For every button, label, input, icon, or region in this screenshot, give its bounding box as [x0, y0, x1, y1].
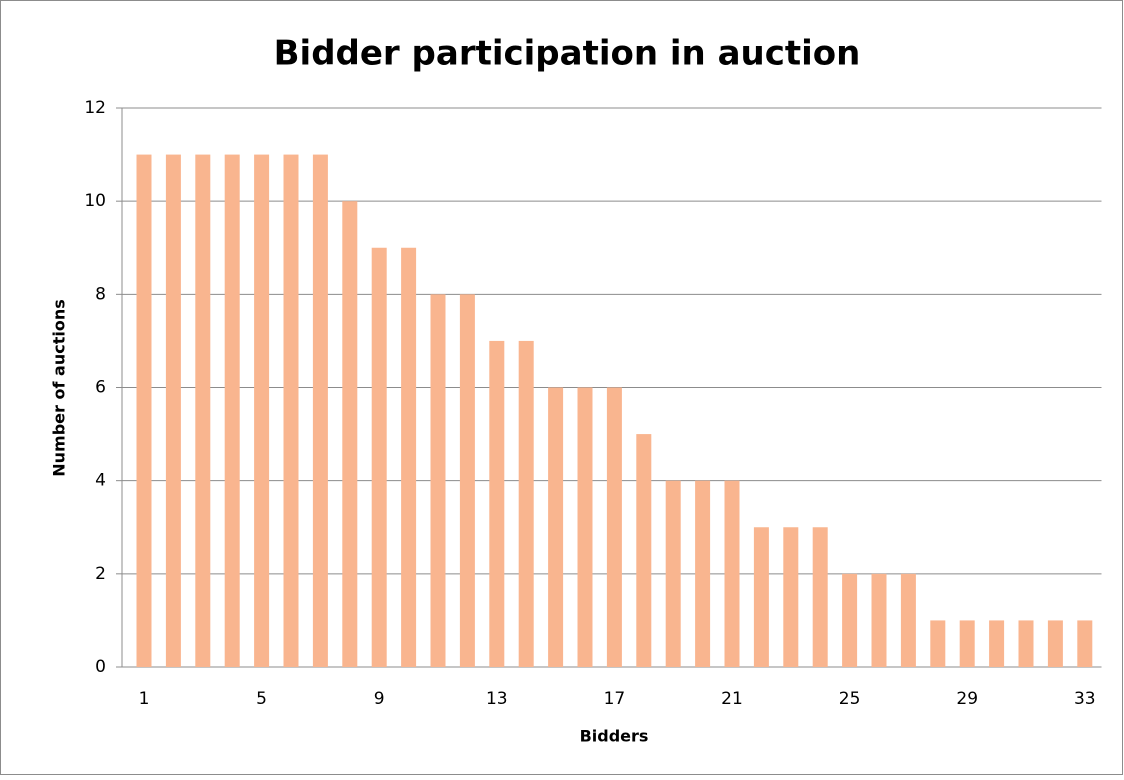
y-tick-label: 4 — [95, 471, 106, 491]
bar — [900, 573, 916, 667]
x-tick-label: 17 — [604, 689, 626, 709]
bar — [165, 154, 181, 668]
bar — [871, 573, 887, 667]
bar — [312, 154, 328, 668]
bar — [283, 154, 299, 668]
x-tick-label: 21 — [721, 689, 743, 709]
bar — [459, 294, 475, 667]
bar — [401, 247, 417, 667]
x-tick-label: 25 — [839, 689, 861, 709]
bar — [371, 247, 387, 667]
y-tick-label: 12 — [84, 98, 106, 118]
y-tick-label: 0 — [95, 657, 106, 677]
y-tick-label: 10 — [84, 191, 106, 211]
bar — [724, 480, 740, 667]
bar — [695, 480, 711, 667]
bar — [636, 434, 652, 667]
bar — [783, 527, 799, 667]
bar — [959, 620, 975, 667]
bar — [753, 527, 769, 667]
bar — [489, 340, 505, 667]
bar — [930, 620, 946, 667]
x-tick-label: 13 — [486, 689, 508, 709]
y-tick-label: 2 — [95, 564, 106, 584]
bar — [342, 201, 358, 667]
x-tick-label: 1 — [139, 689, 150, 709]
bar — [254, 154, 270, 668]
bar — [842, 573, 858, 667]
x-tick-label: 9 — [374, 689, 385, 709]
bar — [606, 387, 622, 667]
x-axis-label: Bidders — [580, 727, 649, 746]
bar — [665, 480, 681, 667]
bar — [1018, 620, 1034, 667]
x-tick-label: 33 — [1074, 689, 1096, 709]
bar — [577, 387, 593, 667]
bar — [548, 387, 564, 667]
bar — [195, 154, 211, 668]
bar — [136, 154, 152, 668]
x-tick-label: 5 — [256, 689, 267, 709]
bar — [1047, 620, 1063, 667]
y-tick-label: 8 — [95, 284, 106, 304]
bar — [1077, 620, 1093, 667]
y-axis-label: Number of auctions — [50, 299, 69, 476]
y-tick-label: 6 — [95, 378, 106, 398]
chart-title: Bidder participation in auction — [274, 34, 861, 74]
bar — [224, 154, 240, 668]
bar — [430, 294, 446, 667]
bar — [812, 527, 828, 667]
bar — [989, 620, 1005, 667]
bar — [518, 340, 534, 667]
x-tick-label: 29 — [956, 689, 978, 709]
